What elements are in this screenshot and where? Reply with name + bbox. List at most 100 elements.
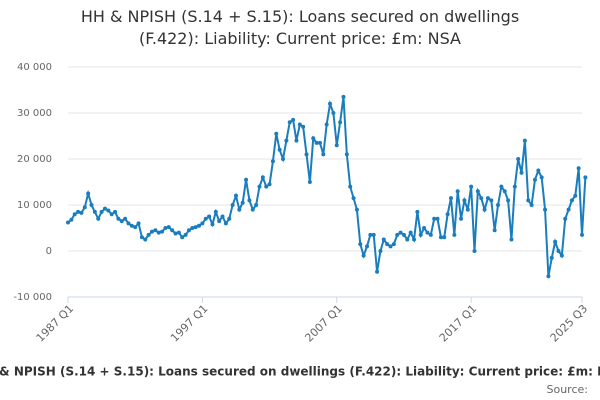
data-point (291, 117, 296, 122)
data-point (270, 159, 275, 164)
data-point (311, 136, 316, 141)
data-point (146, 232, 151, 237)
data-point (240, 200, 245, 205)
data-point (250, 207, 255, 212)
data-point (341, 94, 346, 99)
data-point (348, 184, 353, 189)
data-point (516, 157, 521, 161)
data-point (455, 189, 460, 194)
data-point (388, 244, 393, 249)
data-point (328, 101, 333, 106)
data-point (529, 203, 534, 207)
data-point (102, 206, 107, 211)
data-point (317, 140, 322, 145)
data-point (573, 193, 578, 198)
data-point (197, 223, 202, 228)
data-point (123, 216, 128, 221)
data-point (109, 212, 114, 217)
data-point (66, 220, 70, 225)
data-point (408, 230, 413, 235)
data-point (166, 225, 171, 230)
data-point (539, 175, 544, 180)
x-tick-label: 1987 Q1 (34, 302, 77, 345)
x-tick-label: 1997 Q1 (168, 302, 211, 345)
data-point (297, 122, 302, 127)
data-point (576, 166, 581, 171)
data-point (358, 242, 363, 247)
data-point (257, 184, 262, 189)
data-point (559, 253, 564, 258)
data-point (116, 216, 121, 221)
data-point (314, 140, 319, 145)
data-point (96, 216, 101, 221)
data-point (489, 198, 494, 203)
data-point (200, 221, 205, 226)
data-point (469, 184, 474, 189)
data-point (522, 138, 527, 143)
data-point (448, 196, 453, 201)
data-point (331, 111, 336, 115)
y-tick-label: -10 000 (13, 292, 52, 303)
data-point (284, 138, 289, 143)
data-point (405, 237, 410, 242)
data-point (532, 177, 537, 182)
data-point (391, 242, 396, 247)
data-point (334, 143, 339, 148)
data-point (143, 237, 148, 242)
data-point (452, 232, 457, 237)
data-point (459, 216, 464, 221)
data-point (170, 228, 175, 233)
data-point (563, 216, 568, 221)
data-point (435, 216, 440, 221)
data-point (465, 207, 470, 212)
data-point (432, 216, 437, 221)
data-point (244, 177, 249, 182)
y-tick-label: 0 (46, 246, 52, 257)
data-point (338, 120, 343, 125)
data-point (176, 230, 181, 235)
data-point (207, 214, 212, 219)
data-point (69, 217, 74, 222)
data-point (509, 237, 514, 242)
data-point (398, 230, 403, 235)
data-point (546, 274, 551, 279)
data-point (371, 232, 376, 237)
data-point (287, 120, 292, 125)
data-point (106, 208, 111, 213)
data-point (180, 235, 185, 240)
data-point (186, 228, 191, 233)
data-point (264, 184, 269, 189)
data-point (277, 147, 282, 152)
data-point (153, 228, 158, 233)
data-point (351, 196, 356, 201)
data-point (260, 175, 265, 180)
data-point (213, 209, 218, 214)
data-point (401, 232, 406, 237)
data-point (512, 184, 517, 189)
data-point (425, 230, 430, 235)
data-point (428, 232, 433, 237)
data-point (354, 207, 359, 212)
data-point (294, 138, 299, 143)
data-point (492, 228, 497, 233)
data-point (506, 198, 511, 203)
data-point (301, 124, 306, 129)
data-point (415, 209, 420, 214)
data-point (227, 216, 232, 221)
data-point (79, 210, 84, 215)
data-point (569, 198, 574, 203)
data-point (267, 182, 272, 187)
data-point (233, 193, 238, 198)
data-point (217, 219, 222, 224)
data-point (321, 152, 326, 157)
data-point (113, 209, 118, 214)
data-point (72, 212, 77, 217)
data-point (89, 203, 94, 207)
data-point (438, 235, 443, 240)
data-point (304, 152, 309, 157)
data-point (133, 225, 138, 230)
data-point (385, 242, 390, 247)
data-point (496, 203, 501, 207)
data-point (139, 235, 144, 240)
data-point (395, 232, 400, 237)
